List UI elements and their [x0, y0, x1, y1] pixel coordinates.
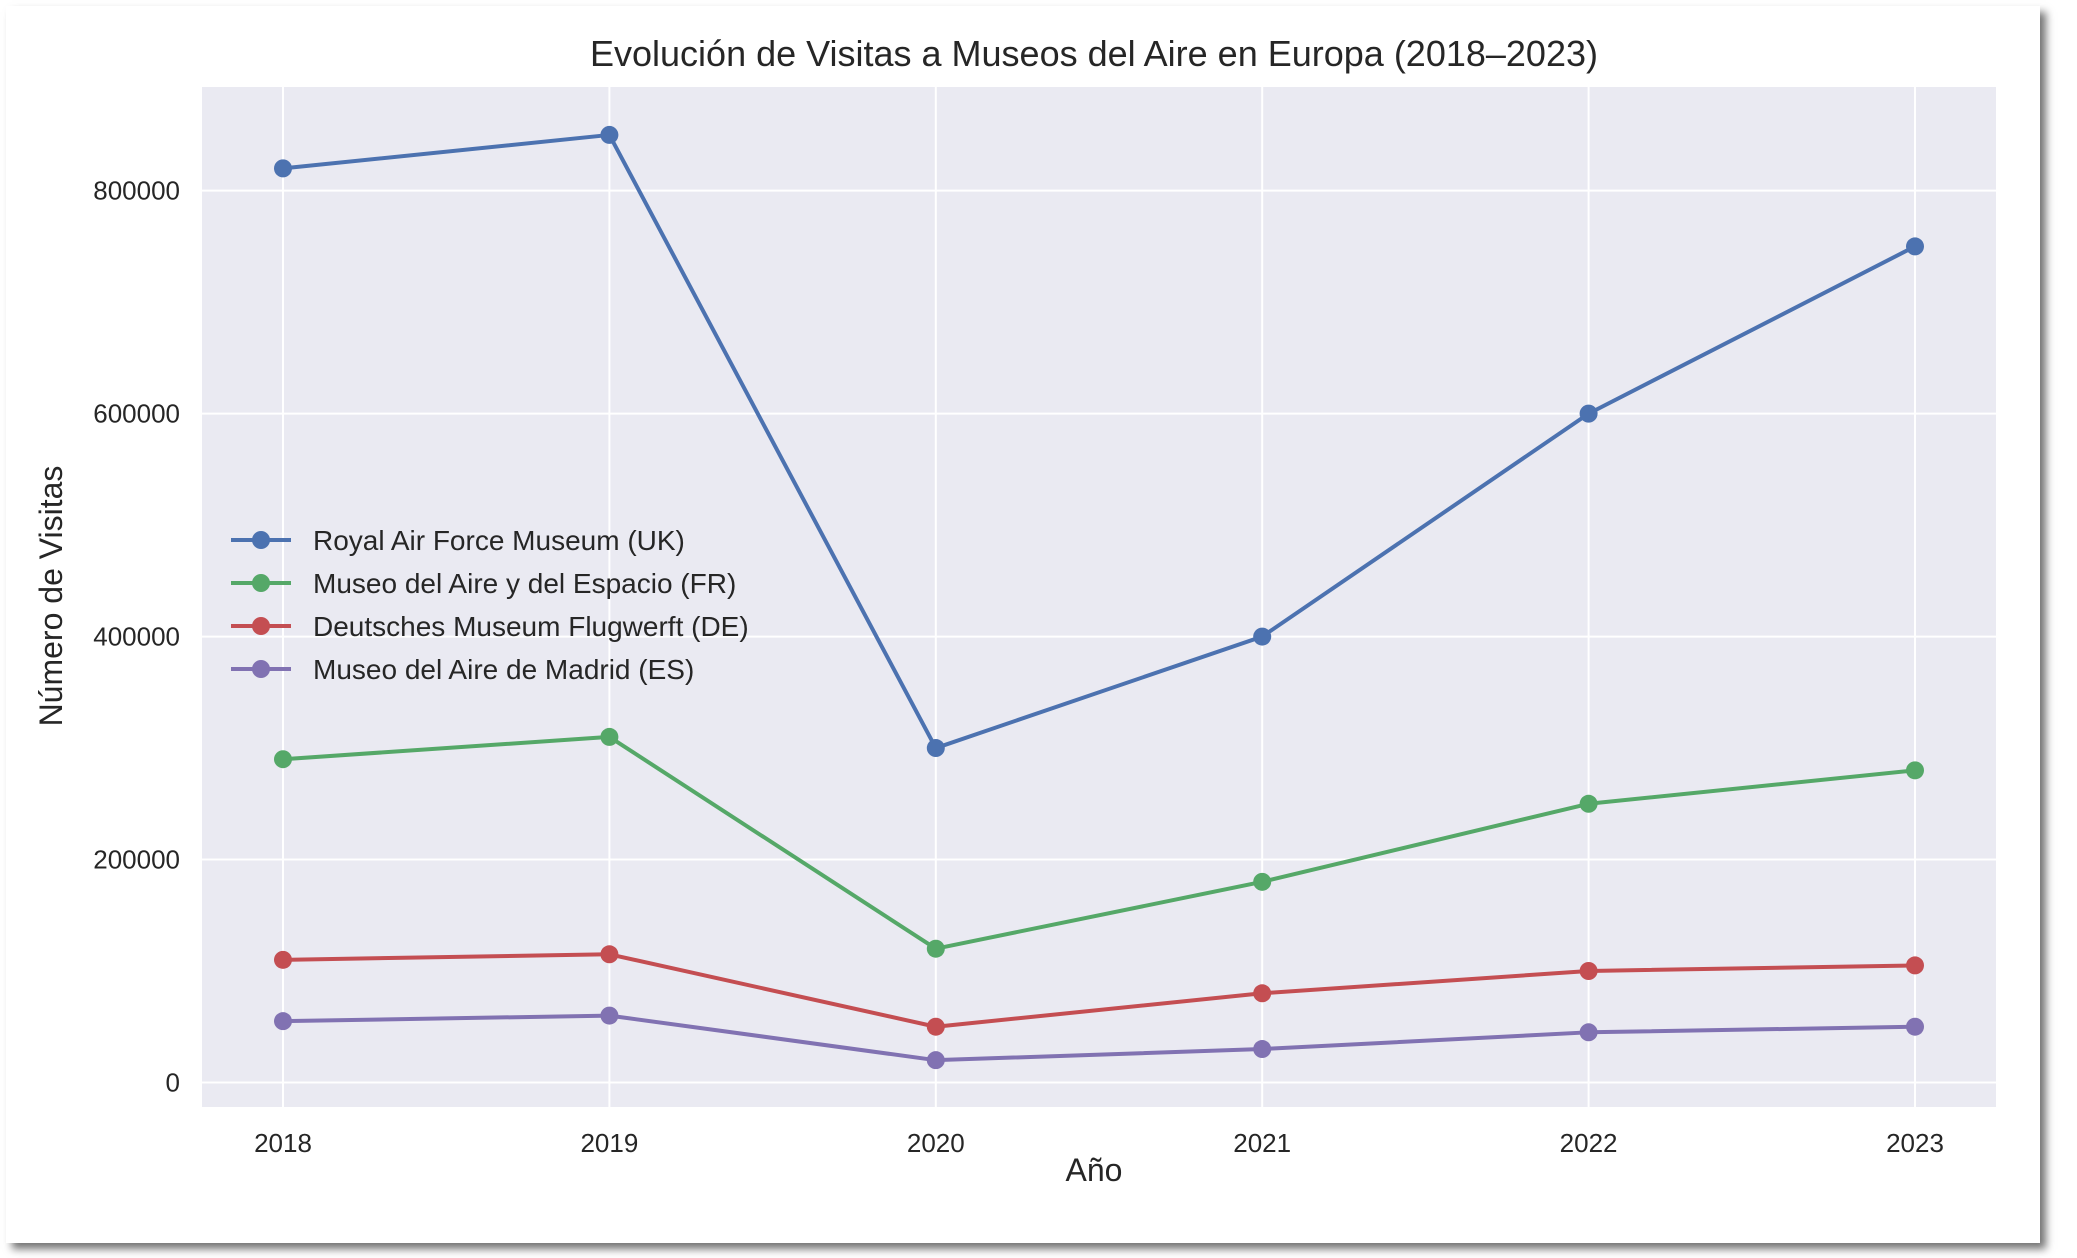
- data-point: [926, 1017, 945, 1036]
- y-tick-label: 400000: [93, 622, 180, 652]
- data-point: [1579, 794, 1598, 813]
- series-line: [282, 734, 1916, 951]
- data-point: [600, 125, 619, 144]
- legend: Royal Air Force Museum (UK) Museo del Air…: [231, 525, 749, 685]
- y-axis-label: Número de Visitas: [33, 466, 69, 727]
- data-point: [1253, 627, 1272, 646]
- x-tick-label: 2021: [1233, 1128, 1291, 1158]
- legend-label: Deutsches Museum Flugwerft (DE): [313, 611, 749, 642]
- data-point: [274, 950, 292, 969]
- x-tick-label: 2018: [254, 1128, 312, 1158]
- data-point: [926, 1051, 945, 1070]
- legend-marker: [252, 574, 270, 592]
- data-point: [1579, 404, 1598, 423]
- y-tick-label: 200000: [93, 845, 180, 875]
- legend-marker: [252, 531, 270, 549]
- data-point: [1906, 761, 1924, 780]
- chart-title: Evolución de Visitas a Museos del Aire e…: [590, 33, 1598, 74]
- y-tick-label: 800000: [93, 176, 180, 206]
- data-point: [600, 1006, 619, 1025]
- grid: [202, 87, 1996, 1107]
- y-tick-label: 0: [166, 1067, 180, 1097]
- legend-marker: [252, 660, 270, 678]
- data-point: [1253, 872, 1272, 891]
- x-axis-label: Año: [1066, 1152, 1123, 1188]
- y-tick-labels: 0 200000 400000 600000 800000: [93, 176, 180, 1098]
- data-point: [274, 1012, 292, 1031]
- legend-label: Museo del Aire de Madrid (ES): [313, 654, 694, 685]
- data-point: [1253, 984, 1272, 1003]
- x-tick-label: 2020: [907, 1128, 965, 1158]
- data-point: [1906, 1017, 1924, 1036]
- x-tick-label: 2019: [580, 1128, 638, 1158]
- data-point: [926, 939, 945, 958]
- series-line: [282, 1013, 1916, 1063]
- data-point: [1253, 1040, 1272, 1059]
- data-point: [274, 159, 292, 178]
- x-tick-labels: 2018 2019 2020 2021 2022 2023: [254, 1128, 1944, 1158]
- data-point: [1579, 1023, 1598, 1042]
- chart-figure: 0 200000 400000 600000 800000 2018 2019 2020 20…: [6, 6, 2040, 1243]
- data-point: [1579, 962, 1598, 980]
- data-point: [600, 945, 619, 964]
- data-point: [926, 739, 945, 758]
- series-line: [282, 952, 1916, 1029]
- data-point: [600, 727, 619, 746]
- series-line: [282, 132, 1916, 751]
- legend-label: Royal Air Force Museum (UK): [313, 525, 685, 556]
- data-point: [274, 750, 292, 769]
- data-point: [1906, 237, 1924, 256]
- y-tick-label: 600000: [93, 399, 180, 429]
- plot-area: [202, 87, 1996, 1107]
- x-tick-label: 2022: [1560, 1128, 1618, 1158]
- series-layer: [274, 125, 1924, 1070]
- legend-label: Museo del Aire y del Espacio (FR): [313, 568, 736, 599]
- data-point: [1906, 956, 1924, 975]
- x-tick-label: 2023: [1886, 1128, 1944, 1158]
- legend-marker: [252, 617, 270, 635]
